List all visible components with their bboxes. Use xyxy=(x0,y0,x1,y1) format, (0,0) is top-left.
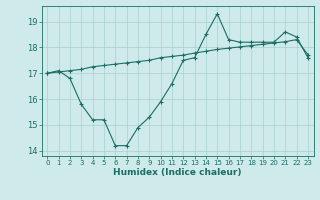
X-axis label: Humidex (Indice chaleur): Humidex (Indice chaleur) xyxy=(113,168,242,177)
